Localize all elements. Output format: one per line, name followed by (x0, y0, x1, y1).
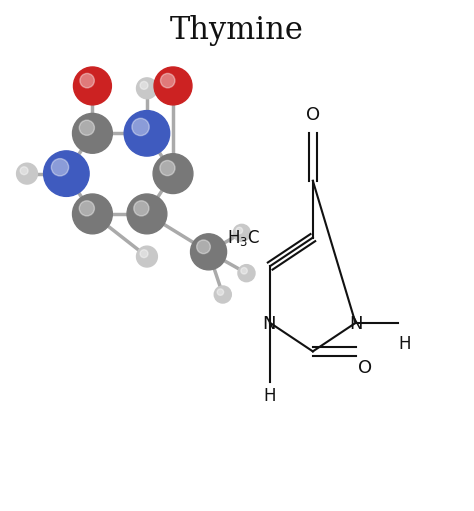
Circle shape (161, 74, 175, 88)
Circle shape (17, 163, 37, 184)
Circle shape (134, 201, 149, 216)
Text: O: O (306, 106, 320, 124)
Circle shape (238, 265, 255, 282)
Circle shape (79, 201, 94, 216)
Text: N: N (263, 315, 276, 333)
Circle shape (191, 234, 227, 270)
Circle shape (44, 151, 89, 196)
Circle shape (132, 119, 149, 135)
Text: H: H (398, 335, 410, 353)
Text: VectorStock®: VectorStock® (19, 488, 105, 498)
Circle shape (153, 154, 193, 194)
Circle shape (73, 194, 112, 234)
Text: N: N (350, 315, 363, 333)
Circle shape (217, 289, 224, 295)
Circle shape (73, 113, 112, 153)
Circle shape (51, 158, 69, 176)
Circle shape (214, 286, 231, 303)
Text: Thymine: Thymine (170, 15, 304, 46)
Text: H: H (263, 387, 275, 405)
Circle shape (197, 240, 210, 253)
Text: O: O (358, 359, 372, 378)
Circle shape (73, 67, 111, 105)
Circle shape (124, 110, 170, 156)
Circle shape (127, 194, 167, 234)
Circle shape (236, 227, 243, 234)
Text: VectorStock.com/3786460: VectorStock.com/3786460 (332, 488, 460, 498)
Circle shape (79, 120, 94, 135)
Circle shape (20, 167, 28, 175)
Circle shape (140, 81, 148, 89)
Circle shape (80, 74, 94, 88)
Text: H$_3$C: H$_3$C (227, 227, 260, 248)
Circle shape (137, 78, 157, 99)
Circle shape (140, 250, 148, 258)
Circle shape (241, 268, 247, 274)
Circle shape (160, 160, 175, 176)
Circle shape (154, 67, 192, 105)
Circle shape (233, 224, 250, 241)
Circle shape (137, 246, 157, 267)
